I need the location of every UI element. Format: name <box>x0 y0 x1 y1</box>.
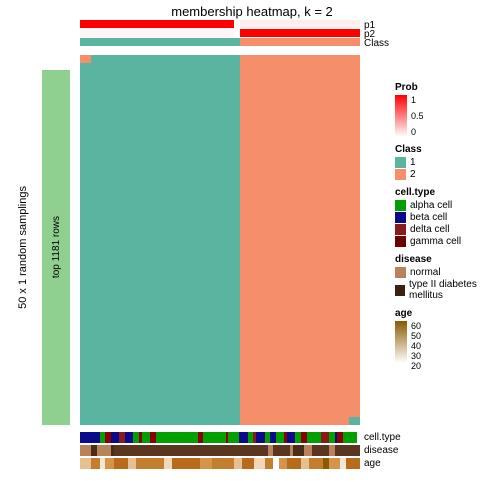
legend-panel: Prob10.50Class12cell.typealpha cellbeta … <box>395 75 504 363</box>
left-outer-label-box: 50 x 1 random samplings <box>8 70 38 425</box>
left-inner-label-box: top 1181 rows <box>42 70 70 425</box>
celltype-label: cell.type <box>364 432 401 443</box>
bottom-annotations: cell.type disease age <box>80 432 360 471</box>
chart-title: membership heatmap, k = 2 <box>171 4 333 19</box>
disease-label: disease <box>364 445 398 456</box>
age-label: age <box>364 458 381 469</box>
left-inner-label: top 1181 rows <box>51 216 62 278</box>
top-annotations: p1 p2 Class <box>80 20 360 47</box>
left-outer-label: 50 x 1 random samplings <box>17 186 29 309</box>
main-heatmap <box>80 55 360 425</box>
class-label: Class <box>364 38 389 49</box>
